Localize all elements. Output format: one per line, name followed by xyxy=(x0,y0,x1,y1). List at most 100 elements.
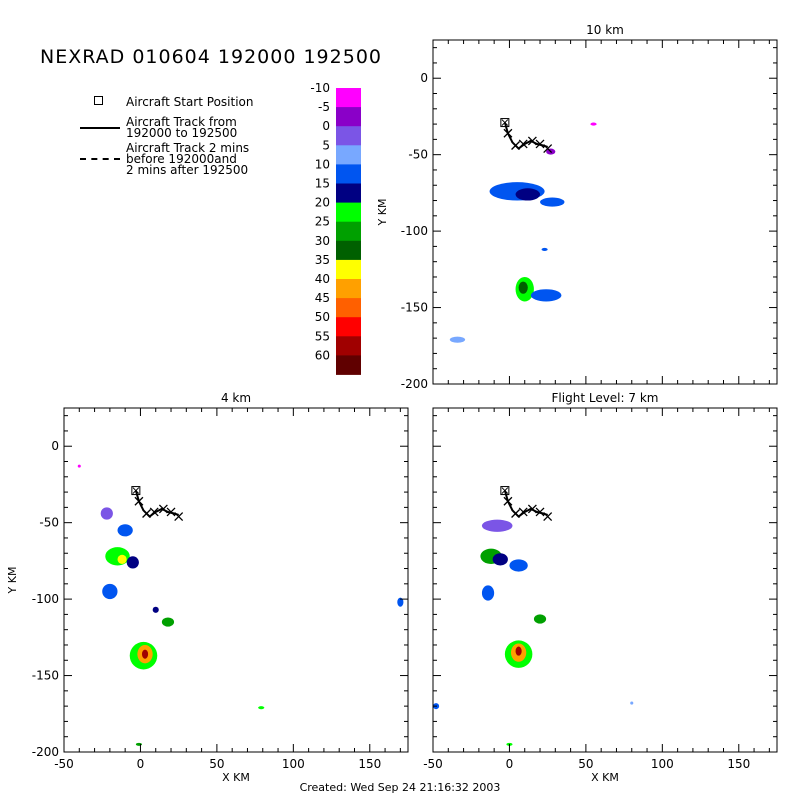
legend-start-label: Aircraft Start Position xyxy=(126,95,254,109)
colorbar-label: 50 xyxy=(315,310,330,324)
y-tick-label: -200 xyxy=(32,745,59,759)
plot-frame xyxy=(432,39,778,385)
echo-cell xyxy=(100,507,113,520)
track-marker xyxy=(503,496,513,506)
plot-area xyxy=(449,118,597,343)
aircraft-start-marker xyxy=(500,486,510,496)
colorbar-label: 5 xyxy=(322,138,330,152)
echo-cell xyxy=(258,706,265,710)
y-tick-label: -200 xyxy=(401,377,428,391)
colorbar-swatch xyxy=(336,259,361,280)
colorbar-swatch xyxy=(336,317,361,337)
panel-flight-level: -50 0 50 100 150 Flight Level: 7 km X KM xyxy=(423,391,778,784)
colorbar-swatch xyxy=(336,107,361,127)
echo-cell xyxy=(533,614,547,624)
plot-frame xyxy=(63,407,409,753)
dashed-line-icon xyxy=(80,158,120,160)
track-marker xyxy=(158,504,168,514)
y-tick-label: -50 xyxy=(408,148,428,162)
track-marker xyxy=(527,136,537,146)
panel-10km: -200 -150 -100 -50 0 10 km Y KM xyxy=(376,23,778,391)
colorbar-swatch xyxy=(336,183,361,203)
panel-title: 4 km xyxy=(221,391,251,405)
track-marker xyxy=(543,144,553,154)
echo-cell xyxy=(117,554,127,564)
echo-cell xyxy=(161,617,175,627)
track-marker xyxy=(149,507,159,517)
colorbar-label: 25 xyxy=(315,215,330,229)
track-marker xyxy=(518,507,528,517)
plot-frame xyxy=(432,407,778,753)
echo-cell xyxy=(515,646,522,656)
start-square-icon xyxy=(94,96,103,105)
panel-4km: -50 0 50 100 150 -200 -150 -100 -50 0 4 km X KM Y KM xyxy=(6,391,409,784)
y-axis-label: Y KM xyxy=(6,567,19,595)
footer-created: Created: Wed Sep 24 21:16:32 2003 xyxy=(299,781,501,794)
colorbar-label: 10 xyxy=(315,157,330,171)
x-tick-label: 150 xyxy=(727,757,750,771)
legend-dashed-label-2: before 192000and xyxy=(126,152,237,166)
panel-title: 10 km xyxy=(586,23,624,37)
colorbar-label: 55 xyxy=(315,329,330,343)
echo-cell xyxy=(541,247,548,251)
colorbar-label: 20 xyxy=(315,196,330,210)
echo-cell xyxy=(492,553,508,566)
colorbar-label: -10 xyxy=(310,81,330,95)
panel-title: Flight Level: 7 km xyxy=(552,391,659,405)
colorbar-swatch xyxy=(336,355,361,375)
legend-dashed-label-3: 2 mins after 192500 xyxy=(126,163,249,177)
echo-cell xyxy=(135,742,142,746)
echo-cell xyxy=(481,585,495,601)
x-tick-label: 50 xyxy=(209,757,224,771)
colorbar-swatch xyxy=(336,145,361,165)
x-tick-label: -50 xyxy=(54,757,74,771)
echo-cell xyxy=(518,281,528,294)
figure-title: NEXRAD 010604 192000 192500 xyxy=(40,46,383,68)
colorbar-label: 40 xyxy=(315,272,330,286)
echo-cell xyxy=(449,336,466,343)
echo-cell xyxy=(515,188,541,201)
echo-cell xyxy=(77,464,81,468)
colorbar-label: 15 xyxy=(315,177,330,191)
colorbar-swatch xyxy=(336,336,361,356)
echo-cell xyxy=(630,701,634,705)
echo-cell xyxy=(152,606,159,613)
y-tick-label: -50 xyxy=(39,516,59,530)
y-tick-label: 0 xyxy=(420,71,428,85)
x-axis-label: X KM xyxy=(222,771,250,784)
legend-track-label-1: Aircraft Track from xyxy=(126,115,237,129)
echo-cell xyxy=(509,559,528,572)
y-tick-label: 0 xyxy=(51,439,59,453)
track-marker xyxy=(535,139,545,149)
track-marker xyxy=(527,504,537,514)
x-axis-label: X KM xyxy=(591,771,619,784)
echo-cell xyxy=(481,519,513,532)
y-tick-label: -100 xyxy=(401,224,428,238)
track-marker xyxy=(535,507,545,517)
x-tick-label: 100 xyxy=(651,757,674,771)
x-tick-label: 50 xyxy=(578,757,593,771)
echo-cell xyxy=(141,649,149,659)
y-tick-label: -100 xyxy=(32,592,59,606)
echo-cell xyxy=(117,524,133,537)
colorbar-label: 30 xyxy=(315,234,330,248)
x-tick-label: 0 xyxy=(137,757,145,771)
colorbar-label: 0 xyxy=(322,119,330,133)
y-tick-label: -150 xyxy=(401,301,428,315)
colorbar-swatch xyxy=(336,240,361,261)
track-marker xyxy=(518,139,528,149)
legend-dashed-label-1: Aircraft Track 2 mins xyxy=(126,141,250,155)
colorbar-label: 45 xyxy=(315,291,330,305)
colorbar-swatch xyxy=(336,221,361,242)
plot-area xyxy=(433,486,634,746)
y-axis-label: Y KM xyxy=(376,199,389,227)
echo-cell xyxy=(590,122,597,126)
plot-area xyxy=(77,464,404,746)
track-marker xyxy=(142,509,152,518)
echo-cell xyxy=(102,583,118,600)
colorbar-swatch xyxy=(336,164,361,184)
track-marker xyxy=(503,128,513,138)
colorbar-swatch xyxy=(336,298,361,318)
x-tick-label: 100 xyxy=(282,757,305,771)
